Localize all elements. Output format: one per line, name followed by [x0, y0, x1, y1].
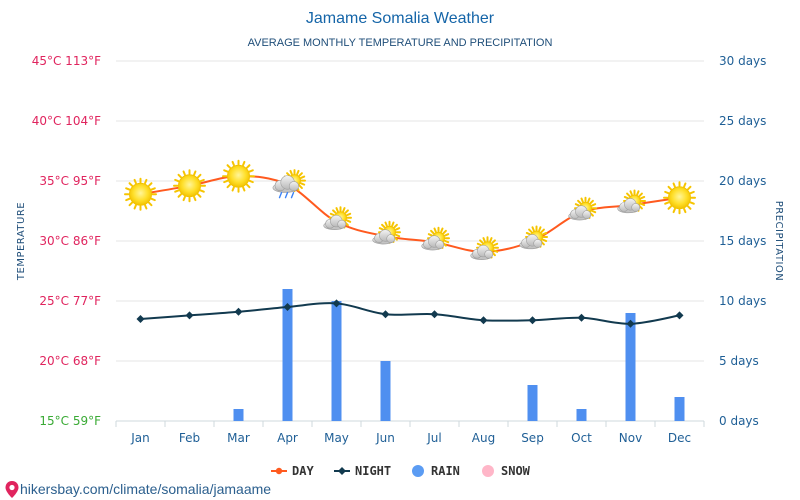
legend-snow-marker: [482, 465, 494, 477]
night-point: [185, 311, 194, 320]
x-tick-label: Dec: [668, 431, 691, 445]
night-point: [283, 303, 292, 311]
sun-cloud-rain-icon: [272, 169, 306, 199]
weather-icons: [124, 159, 696, 260]
sun-icon: [663, 181, 696, 215]
chart-title: Jamame Somalia Weather: [306, 10, 495, 27]
legend-item-snow[interactable]: SNOW: [482, 464, 531, 478]
right-axis-ticks: 0 days 5 days 10 days 15 days 20 days 25 days…: [719, 54, 766, 428]
legend-day-label: DAY: [292, 464, 314, 478]
x-tick-label: Apr: [277, 431, 298, 445]
right-tick-label: 15 days: [719, 234, 766, 248]
left-tick-label: 25°C 77°F: [39, 294, 101, 308]
right-tick-label: 5 days: [719, 354, 759, 368]
x-tick-label: Mar: [227, 431, 250, 445]
sun-cloud-icon: [519, 225, 548, 250]
x-tick-label: May: [324, 431, 349, 445]
location-pin-icon: [5, 481, 19, 498]
temperature-lines: [136, 173, 684, 328]
sun-icon: [173, 169, 206, 203]
rain-bar: [233, 409, 244, 421]
legend-night-label: NIGHT: [355, 464, 391, 478]
x-tick-label: Nov: [619, 431, 642, 445]
rain-bar: [380, 361, 391, 421]
x-tick-label: Jun: [375, 431, 395, 445]
night-point: [430, 310, 439, 319]
night-point: [528, 316, 537, 325]
right-tick-label: 20 days: [719, 174, 766, 188]
rain-bar: [576, 409, 587, 421]
legend-item-night[interactable]: NIGHT: [334, 464, 391, 478]
x-tick-label: Feb: [179, 431, 200, 445]
left-axis-title: TEMPERATURE: [16, 202, 27, 281]
right-axis-title: PRECIPITATION: [773, 201, 784, 282]
x-tick-label: Sep: [521, 431, 544, 445]
sun-cloud-icon: [421, 226, 450, 251]
sun-cloud-icon: [617, 189, 646, 214]
x-tick-label: Jan: [130, 431, 150, 445]
sun-cloud-icon: [568, 196, 597, 221]
left-tick-label: 15°C 59°F: [39, 414, 101, 428]
left-tick-label: 30°C 86°F: [39, 234, 101, 248]
night-point: [136, 315, 145, 323]
legend: DAY NIGHT RAIN SNOW: [271, 464, 531, 478]
grid-lines: [115, 60, 705, 427]
x-axis-ticks: Jan Feb Mar Apr May Jun Jul Aug Sep Oct Nov Dec: [130, 431, 691, 445]
left-tick-label: 35°C 95°F: [39, 174, 101, 188]
right-tick-label: 10 days: [719, 294, 766, 308]
rain-bar: [527, 385, 538, 421]
x-tick-label: Oct: [571, 431, 592, 445]
legend-rain-label: RAIN: [431, 464, 460, 478]
night-line: [140, 302, 680, 325]
legend-item-rain[interactable]: RAIN: [412, 464, 460, 478]
night-point: [234, 307, 243, 316]
night-point: [332, 299, 341, 308]
night-point: [577, 313, 586, 322]
sun-icon: [124, 177, 157, 211]
right-tick-label: 25 days: [719, 114, 766, 128]
legend-snow-label: SNOW: [501, 464, 531, 478]
right-tick-label: 30 days: [719, 54, 766, 68]
rain-bars: [233, 289, 685, 421]
legend-day-marker: [275, 467, 283, 475]
x-tick-label: Aug: [472, 431, 495, 445]
legend-night-marker: [338, 467, 346, 475]
sun-icon: [222, 159, 255, 193]
rain-bar: [331, 301, 342, 421]
rain-bar: [625, 313, 636, 421]
sun-cloud-icon: [372, 220, 401, 245]
left-tick-label: 45°C 113°F: [32, 54, 101, 68]
footer-link[interactable]: hikersbay.com/climate/somalia/jamaame: [5, 481, 272, 498]
night-point: [479, 316, 488, 325]
day-line: [140, 175, 680, 253]
rain-bar: [282, 289, 293, 421]
night-point: [626, 319, 635, 328]
chart-subtitle: AVERAGE MONTHLY TEMPERATURE AND PRECIPIT…: [248, 37, 553, 49]
night-point: [675, 311, 684, 320]
night-point: [381, 310, 390, 319]
x-tick-label: Jul: [426, 431, 441, 445]
left-tick-label: 40°C 104°F: [32, 114, 101, 128]
sun-cloud-icon: [470, 236, 499, 260]
rain-bar: [674, 397, 685, 421]
sun-cloud-icon: [323, 206, 352, 230]
left-axis-ticks: 15°C 59°F 20°C 68°F 25°C 77°F 30°C 86°F 35°C…: [32, 54, 101, 428]
footer-url: hikersbay.com/climate/somalia/jamaame: [20, 481, 271, 497]
legend-item-day[interactable]: DAY: [271, 464, 314, 478]
left-tick-label: 20°C 68°F: [39, 354, 101, 368]
legend-rain-marker: [412, 465, 424, 477]
right-tick-label: 0 days: [719, 414, 759, 428]
